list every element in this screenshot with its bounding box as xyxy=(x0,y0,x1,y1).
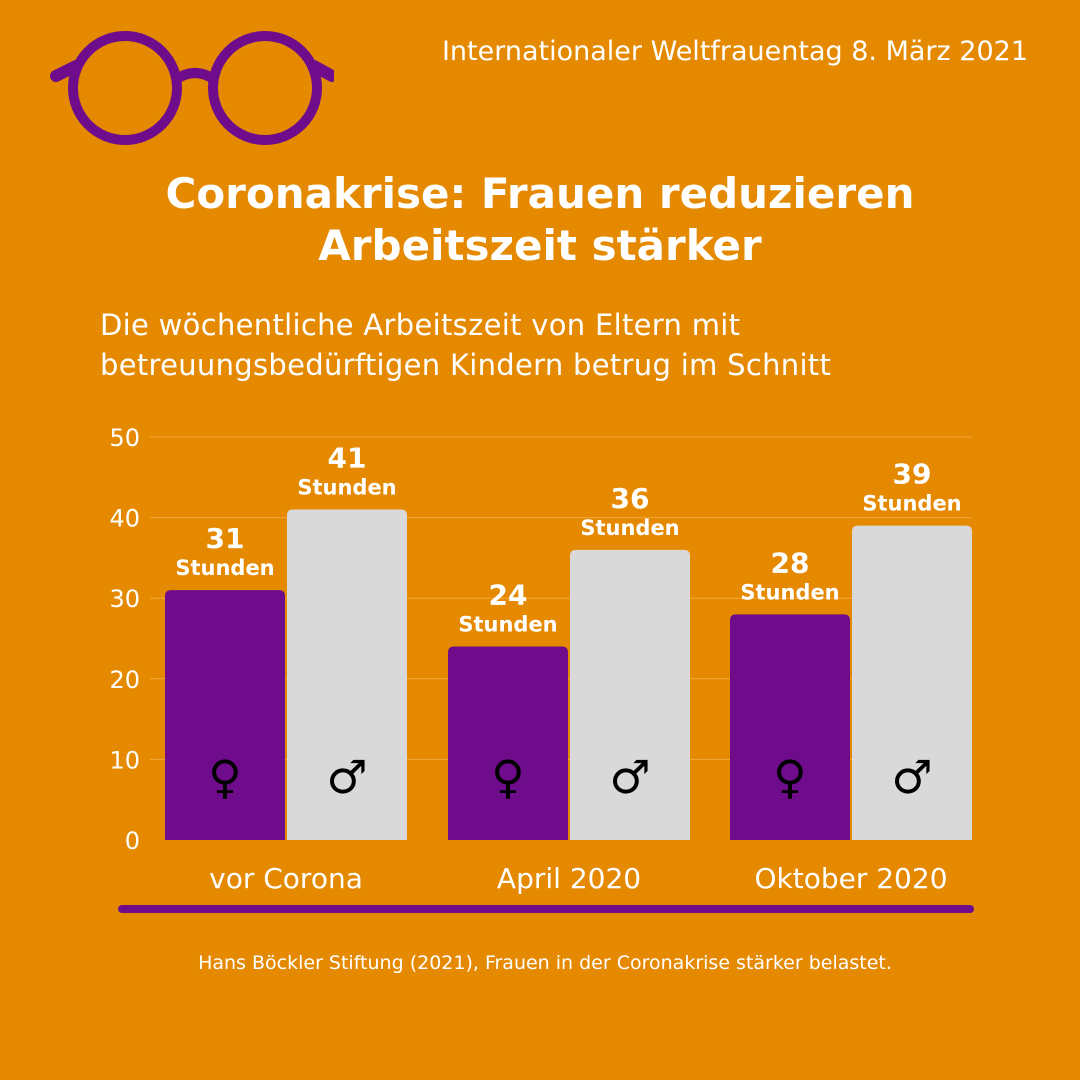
event-label: Internationaler Weltfrauentag 8. März 20… xyxy=(441,36,1028,67)
data-label-value: 39 xyxy=(893,458,932,491)
data-label-unit: Stunden xyxy=(297,476,396,500)
data-label-unit: Stunden xyxy=(458,613,557,637)
bar xyxy=(852,525,972,840)
chart-title-line-2: Arbeitszeit stärker xyxy=(318,221,762,270)
data-label-value: 31 xyxy=(206,522,245,555)
y-tick-label: 20 xyxy=(109,666,140,694)
chart-subtitle-line-1: Die wöchentliche Arbeitszeit von Eltern … xyxy=(100,308,741,342)
source-note: Hans Böckler Stiftung (2021), Frauen in … xyxy=(198,952,892,974)
bar xyxy=(730,614,850,840)
data-label-value: 24 xyxy=(489,579,528,612)
chart-subtitle: Die wöchentliche Arbeitszeit von Eltern … xyxy=(100,305,831,385)
data-label-unit: Stunden xyxy=(175,556,274,580)
y-tick-label: 50 xyxy=(109,424,140,452)
bar xyxy=(287,509,407,840)
glasses-icon xyxy=(50,31,334,145)
chart-subtitle-line-2: betreuungsbedürftigen Kindern betrug im … xyxy=(100,348,832,382)
male-symbol-icon: ♂ xyxy=(891,750,932,804)
data-label-unit: Stunden xyxy=(740,580,839,604)
data-label-value: 36 xyxy=(611,482,650,515)
chart-title: Coronakrise: Frauen reduzieren Arbeitsze… xyxy=(0,168,1080,272)
male-symbol-icon: ♂ xyxy=(326,750,367,804)
data-label-value: 28 xyxy=(771,546,810,579)
y-tick-label: 40 xyxy=(109,505,140,533)
bar xyxy=(570,549,690,840)
chart-title-line-1: Coronakrise: Frauen reduzieren xyxy=(165,169,915,218)
y-tick-label: 10 xyxy=(109,746,140,774)
female-symbol-icon: ♀ xyxy=(208,750,242,804)
x-category-label: Oktober 2020 xyxy=(754,862,947,895)
data-label-unit: Stunden xyxy=(580,516,679,540)
bar xyxy=(165,590,285,840)
bar xyxy=(448,646,568,840)
y-tick-label: 30 xyxy=(109,585,140,613)
x-category-label: April 2020 xyxy=(497,862,641,895)
data-label-value: 41 xyxy=(328,442,367,475)
female-symbol-icon: ♀ xyxy=(773,750,807,804)
x-category-label: vor Corona xyxy=(209,862,363,895)
data-label-unit: Stunden xyxy=(862,492,961,516)
y-tick-label: 0 xyxy=(125,827,140,855)
female-symbol-icon: ♀ xyxy=(491,750,525,804)
male-symbol-icon: ♂ xyxy=(609,750,650,804)
